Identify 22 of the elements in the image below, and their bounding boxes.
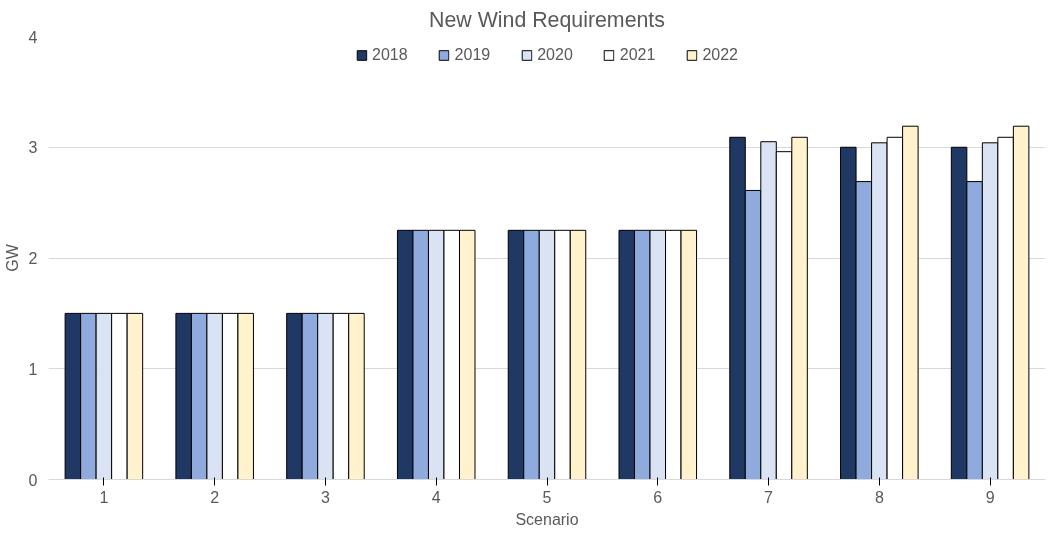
x-tick-label: 4 [431,488,441,506]
x-axis-title: Scenario [515,510,579,528]
legend-label: 2020 [537,46,573,64]
x-tick-label: 2 [210,488,220,506]
x-tick-label: 6 [653,488,663,506]
y-tick-label: 2 [28,250,38,267]
x-tick-label: 8 [874,488,884,506]
legend-label: 2019 [454,46,491,64]
y-axis-title: GW [3,243,21,272]
x-tick-label: 5 [542,488,552,506]
x-tick-label: 1 [99,488,109,506]
chart-title: New Wind Requirements [429,7,665,32]
y-tick-label: 4 [28,28,38,46]
legend-label: 2021 [619,46,656,64]
y-tick-label: 3 [28,139,38,157]
x-tick-label: 7 [764,488,774,506]
y-tick-label: 1 [28,360,38,378]
x-tick-label: 9 [985,488,995,506]
legend-label: 2022 [702,46,738,64]
x-tick-label: 3 [321,488,330,506]
y-tick-label: 0 [28,471,38,489]
legend-label: 2018 [372,46,408,64]
